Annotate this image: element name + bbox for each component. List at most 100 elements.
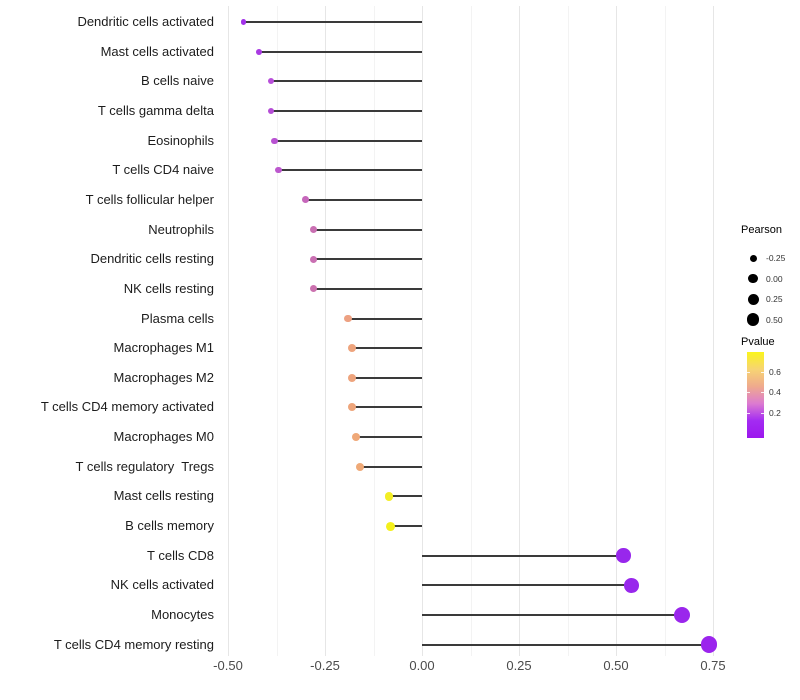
y-axis-label: NK cells resting (123, 280, 214, 296)
size-circle-icon (747, 293, 759, 305)
lollipop-stem (356, 436, 422, 439)
y-axis-label: B cells naive (141, 73, 214, 89)
pearson-legend-value: 0.25 (766, 294, 783, 305)
pearson-legend-key (740, 254, 766, 262)
pearson-legend-value: -0.25 (766, 253, 786, 264)
y-axis-label: T cells regulatory Tregs (75, 458, 214, 474)
pearson-legend-item: -0.25 (740, 248, 785, 269)
x-minor-gridline (470, 6, 472, 656)
lollipop-stem (278, 169, 422, 172)
pvalue-tick-label: 0.4 (769, 387, 781, 398)
y-axis-label: NK cells activated (110, 577, 214, 593)
lollipop-stem (359, 465, 422, 468)
data-point-dot (271, 137, 278, 144)
y-axis-label: T cells CD4 naive (112, 162, 214, 178)
data-point-dot (309, 226, 317, 234)
pearson-legend-key (740, 293, 766, 305)
pearson-legend-item: 0.50 (740, 310, 785, 331)
lollipop-stem (348, 317, 422, 320)
y-axis-label: Plasma cells (141, 310, 214, 326)
pearson-size-legend: -0.25 0.00 0.25 0.50 (740, 248, 785, 330)
lollipop-stem (389, 495, 422, 498)
pvalue-tick-mark (747, 412, 750, 414)
y-axis-label: T cells follicular helper (85, 191, 214, 207)
data-point-dot (348, 344, 357, 353)
lollipop-stem (305, 198, 422, 201)
lollipop-stem (422, 584, 632, 587)
lollipop-stem (274, 139, 422, 142)
data-point-dot (700, 636, 718, 653)
data-point-dot (624, 577, 639, 593)
pvalue-legend-ticks: 0.6 0.4 0.2 (769, 352, 800, 438)
lollipop-stem (352, 347, 422, 350)
y-axis-label: Monocytes (151, 607, 214, 622)
x-minor-gridline (276, 6, 278, 656)
y-axis-label: Dendritic cells resting (90, 251, 214, 267)
lollipop-stem (352, 406, 422, 409)
data-point-dot (673, 607, 690, 623)
data-point-dot (267, 78, 274, 85)
y-axis-label: B cells memory (125, 518, 214, 534)
data-point-dot (267, 107, 274, 114)
pvalue-tick-label: 0.6 (769, 367, 781, 378)
pearson-legend-value: 0.00 (766, 273, 783, 284)
x-minor-gridline (373, 6, 375, 656)
data-point-dot (309, 285, 317, 293)
pvalue-tick-mark (761, 412, 764, 414)
y-axis-label: Neutrophils (148, 221, 214, 237)
lollipop-stem (313, 228, 422, 231)
data-point-dot (616, 548, 632, 563)
y-axis-label: T cells gamma delta (97, 102, 214, 118)
lollipop-stem (422, 643, 710, 646)
lollipop-stem (259, 50, 422, 53)
x-major-gridline (616, 6, 617, 656)
pearson-legend-value: 0.50 (766, 314, 783, 325)
data-point-dot (302, 196, 310, 204)
x-major-gridline (422, 6, 423, 656)
x-axis-tick-label: 0.25 (506, 658, 532, 673)
data-point-dot (344, 314, 353, 323)
pearson-legend-key (740, 274, 766, 284)
y-axis-label: Dendritic cells activated (77, 14, 214, 29)
pvalue-legend-title: Pvalue (741, 336, 775, 348)
x-major-gridline (519, 6, 520, 656)
pearson-legend-item: 0.25 (740, 289, 785, 310)
x-axis-tick-label: -0.50 (213, 658, 243, 673)
data-point-dot (348, 373, 357, 382)
size-circle-icon (746, 313, 760, 327)
lollipop-stem (352, 376, 422, 379)
data-point-dot (355, 462, 364, 471)
lollipop-stem (270, 109, 422, 112)
y-axis-label: Mast cells activated (100, 43, 214, 59)
pvalue-tick-mark (747, 372, 750, 374)
lollipop-stem (313, 287, 422, 290)
pearson-legend-key (740, 313, 766, 327)
y-axis-label: T cells CD4 memory resting (53, 636, 214, 652)
pvalue-tick-mark (761, 372, 764, 374)
x-major-gridline (713, 6, 714, 656)
lollipop-stem (422, 554, 624, 557)
data-point-dot (384, 491, 394, 501)
data-point-dot (309, 255, 317, 263)
x-minor-gridline (664, 6, 666, 656)
x-major-gridline (325, 6, 326, 656)
x-axis-tick-label: 0.50 (603, 658, 629, 673)
size-circle-icon (748, 274, 758, 284)
data-point-dot (275, 167, 282, 174)
pvalue-tick-mark (761, 392, 764, 394)
data-point-dot (240, 19, 247, 25)
y-axis-label: Macrophages M1 (113, 340, 214, 356)
pvalue-gradient-bar (747, 352, 764, 438)
data-point-dot (351, 433, 361, 442)
lollipop-stem (390, 525, 422, 528)
x-major-gridline (228, 6, 229, 656)
x-axis-tick-label: -0.25 (310, 658, 340, 673)
y-axis-label: Eosinophils (147, 132, 215, 148)
lollipop-stem (422, 614, 682, 616)
lollipop-stem (243, 21, 422, 23)
x-axis-tick-label: 0.00 (409, 658, 435, 673)
y-axis-label: T cells CD4 memory activated (40, 399, 214, 415)
pvalue-tick-mark (747, 392, 750, 394)
